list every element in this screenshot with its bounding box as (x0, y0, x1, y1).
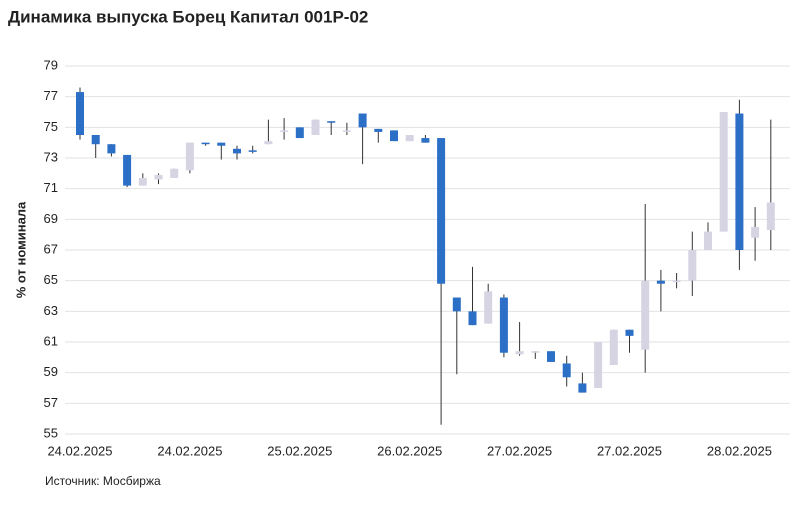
candle-body (421, 138, 430, 143)
candle-body (688, 250, 697, 281)
candle-body (766, 202, 775, 231)
x-tick-label: 24.02.2025 (47, 443, 112, 458)
y-tick-label: 63 (44, 303, 58, 318)
candle-body (625, 329, 634, 336)
y-tick-label: 75 (44, 119, 58, 134)
y-tick-label: 61 (44, 333, 58, 348)
x-tick-label: 26.02.2025 (377, 443, 442, 458)
y-axis-label: % от номинала (13, 201, 28, 298)
candle-body (154, 174, 163, 180)
candle-body (185, 142, 194, 171)
candle-body (468, 311, 477, 326)
candle-body (562, 363, 571, 378)
candle-body (374, 128, 383, 132)
candle-body (264, 141, 273, 145)
candle-body (217, 142, 226, 146)
candle-body (405, 135, 414, 142)
candle-body (248, 150, 257, 152)
candle-body (656, 280, 665, 284)
y-tick-label: 59 (44, 364, 58, 379)
candle-body (201, 142, 210, 145)
y-tick-label: 55 (44, 425, 58, 440)
x-tick-label: 24.02.2025 (157, 443, 222, 458)
y-tick-label: 65 (44, 272, 58, 287)
candle-body (531, 351, 540, 353)
x-tick-label: 28.02.2025 (707, 443, 772, 458)
candle-body (138, 177, 147, 186)
candle-body (547, 351, 555, 362)
candle-body (437, 138, 446, 284)
y-tick-label: 69 (44, 211, 58, 226)
candle-body (719, 112, 728, 232)
candle-body (91, 135, 100, 145)
candle-body (641, 280, 650, 350)
candle-body (751, 227, 760, 238)
y-tick-label: 79 (44, 57, 58, 72)
candle-body (280, 130, 289, 132)
candle-body (704, 231, 712, 250)
candle-body (107, 144, 116, 154)
candle-body (578, 383, 587, 393)
y-tick-label: 57 (44, 395, 58, 410)
x-tick-label: 25.02.2025 (267, 443, 332, 458)
candle-body (342, 130, 351, 132)
candle-body (594, 342, 603, 388)
candle-body (484, 291, 493, 324)
y-tick-label: 67 (44, 241, 58, 256)
candle-body (311, 119, 320, 135)
candle-body (233, 148, 241, 154)
y-tick-label: 71 (44, 180, 58, 195)
candle-body (358, 113, 367, 128)
candle-body (76, 92, 84, 135)
candle-body (499, 297, 508, 353)
x-tick-label: 27.02.2025 (597, 443, 662, 458)
chart-title: Динамика выпуска Борец Капитал 001Р-02 (8, 7, 368, 26)
y-tick-label: 77 (44, 88, 58, 103)
candle-body (735, 113, 744, 251)
candle-body (327, 121, 336, 123)
candle-body (452, 297, 461, 312)
candle-body (170, 168, 179, 178)
candle-body (609, 329, 618, 365)
candle-body (515, 351, 524, 355)
x-tick-label: 27.02.2025 (487, 443, 552, 458)
candle-body (390, 130, 398, 142)
source-note: Источник: Мосбиржа (45, 474, 161, 488)
y-tick-label: 73 (44, 149, 58, 164)
candle-body (123, 154, 132, 186)
candle-body (295, 127, 304, 139)
candle-body (672, 280, 681, 283)
